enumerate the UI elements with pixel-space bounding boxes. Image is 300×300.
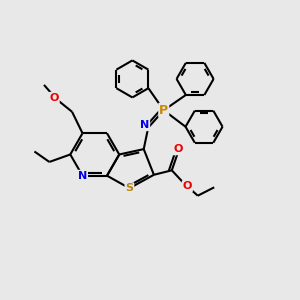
- Text: N: N: [140, 120, 149, 130]
- Text: O: O: [183, 181, 192, 191]
- Text: O: O: [50, 93, 59, 103]
- Text: N: N: [78, 171, 87, 181]
- Text: P: P: [159, 104, 168, 117]
- Text: S: S: [125, 183, 134, 193]
- Text: O: O: [173, 144, 182, 154]
